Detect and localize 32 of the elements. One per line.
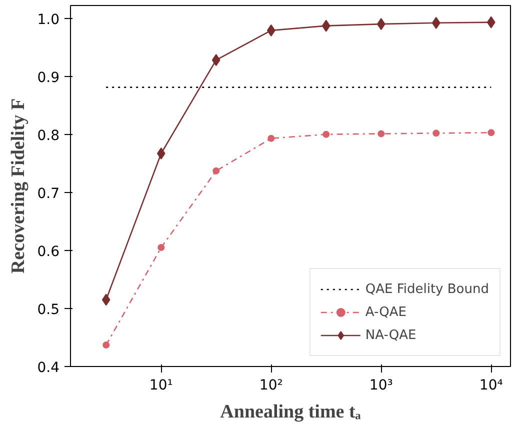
x-tick-label: 10⁴ xyxy=(479,378,504,394)
y-tick-label: 1.0 xyxy=(37,12,60,28)
y-tick-label: 0.4 xyxy=(37,360,60,376)
y-tick-label: 0.7 xyxy=(37,186,60,202)
y-tick-label: 0.6 xyxy=(37,244,60,260)
point xyxy=(432,16,440,29)
point xyxy=(378,130,385,138)
y-tick-label: 0.9 xyxy=(37,70,60,86)
point xyxy=(212,54,220,66)
x-tick-label: 10² xyxy=(259,378,283,394)
point xyxy=(102,342,110,349)
point xyxy=(268,134,275,142)
point xyxy=(322,130,330,138)
point xyxy=(158,244,165,252)
x-axis-title: Annealing time tₐ xyxy=(220,402,362,422)
point xyxy=(102,294,110,306)
y-tick-label: 0.8 xyxy=(37,128,60,144)
point xyxy=(432,130,440,137)
y-axis-title: Recovering Fidelity F xyxy=(8,98,30,274)
point xyxy=(486,16,496,28)
legend-label: NA-QAE xyxy=(365,328,416,342)
point xyxy=(322,20,330,32)
point xyxy=(156,148,166,160)
point xyxy=(212,167,220,174)
point xyxy=(376,18,386,30)
x-tick-label: 10³ xyxy=(369,378,393,394)
x-tick-label: 10¹ xyxy=(149,378,173,394)
legend-label: QAE Fidelity Bound xyxy=(365,282,489,296)
point xyxy=(266,24,276,36)
legend-label: A-QAE xyxy=(365,304,406,320)
point xyxy=(488,129,495,136)
y-tick-label: 0.5 xyxy=(37,302,60,318)
